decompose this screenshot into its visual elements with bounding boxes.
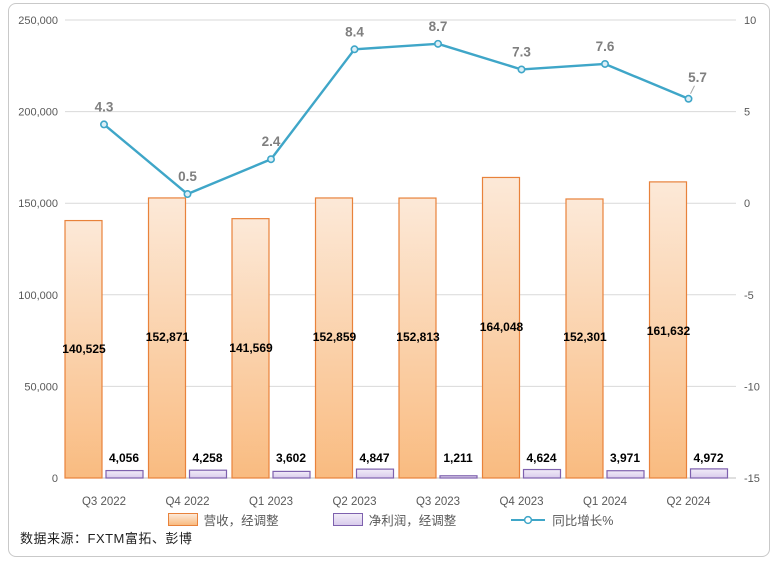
growth-value-label: 0.5: [178, 169, 197, 184]
profit-bar: [355, 468, 395, 479]
profit-bar: [105, 469, 144, 479]
revenue-value-label: 152,871: [146, 330, 190, 344]
profit-bar: [689, 468, 729, 479]
growth-marker: [100, 120, 109, 129]
profit-swatch-icon: [332, 513, 363, 526]
revenue-value-label: 164,048: [480, 320, 524, 334]
profit-bar: [188, 469, 228, 479]
growth-value-label: 8.7: [429, 19, 448, 34]
growth-line: [103, 42, 689, 196]
growth-marker: [433, 39, 442, 48]
x-axis-label: Q4 2022: [165, 496, 209, 508]
growth-marker: [517, 65, 526, 74]
legend-item-revenue: 营收，经调整: [167, 510, 279, 529]
combo-chart: 250,000 10 200,000 5 150,000 0 100,000 -5 50,000…: [18, 15, 760, 508]
y2-axis-tick-label: 5: [744, 107, 750, 119]
x-axis-label: Q2 2023: [332, 496, 376, 508]
profit-value-label: 4,847: [359, 451, 389, 465]
profit-value-label: 4,972: [693, 451, 723, 465]
y2-axis-tick-label: -15: [744, 473, 760, 485]
legend-label-growth: 同比增长%: [552, 514, 614, 528]
growth-value-label: 4.3: [95, 99, 114, 114]
profit-bar: [606, 470, 645, 479]
growth-value-label: 5.7: [688, 70, 707, 85]
revenue-bar: [481, 176, 521, 479]
growth-marker: [350, 45, 359, 54]
profit-value-label: 4,624: [526, 451, 556, 465]
profit-value-label: 4,258: [192, 451, 222, 465]
profit-bar: [272, 470, 311, 479]
label-leader-line: [690, 85, 695, 94]
profit-value-label: 4,056: [109, 451, 139, 465]
x-axis-label: Q1 2024: [583, 496, 628, 508]
growth-value-label: 8.4: [345, 24, 364, 39]
y-axis-tick-label: 200,000: [18, 107, 58, 119]
x-axis-label: Q4 2023: [499, 496, 543, 508]
revenue-swatch-icon: [167, 513, 198, 526]
chart-legend: 营收，经调整 净利润，经调整 同比增长%: [0, 510, 781, 529]
y-axis-tick-label: 150,000: [18, 198, 58, 210]
revenue-bar: [147, 197, 187, 479]
y2-axis-tick-label: -10: [744, 381, 760, 393]
x-axis-label: Q2 2024: [666, 496, 711, 508]
growth-marker: [684, 94, 693, 103]
y2-axis-tick-label: 10: [744, 15, 756, 27]
growth-marker: [183, 190, 192, 199]
x-axis-label: Q3 2023: [416, 496, 460, 508]
y-axis-tick-label: 250,000: [18, 15, 58, 27]
growth-value-label: 2.4: [262, 134, 281, 149]
y-axis-tick-label: 50,000: [24, 381, 58, 393]
revenue-bar: [64, 219, 103, 479]
revenue-value-label: 152,813: [396, 330, 440, 344]
profit-bar: [439, 475, 478, 479]
revenue-value-label: 152,859: [313, 330, 357, 344]
source-note: 数据来源：FXTM富拓、彭博: [20, 531, 193, 546]
y2-axis-tick-label: -5: [744, 290, 754, 302]
profit-value-label: 1,211: [443, 451, 473, 465]
revenue-value-label: 161,632: [647, 324, 691, 338]
revenue-bar: [398, 197, 437, 479]
revenue-bar: [565, 198, 604, 479]
growth-marker: [600, 59, 609, 68]
revenue-bar: [648, 181, 688, 479]
legend-label-revenue: 营收，经调整: [203, 514, 279, 528]
x-axis-label: Q3 2022: [82, 496, 126, 508]
profit-value-label: 3,602: [276, 451, 306, 465]
legend-item-growth: 同比增长%: [510, 510, 613, 529]
revenue-bar: [231, 218, 270, 479]
revenue-bar: [314, 197, 354, 479]
growth-marker: [266, 155, 275, 164]
y2-axis-tick-label: 0: [744, 198, 750, 210]
growth-line-icon: [511, 515, 546, 524]
revenue-value-label: 152,301: [563, 330, 607, 344]
legend-item-profit: 净利润，经调整: [332, 510, 457, 529]
y-axis-tick-label: 0: [52, 473, 58, 485]
x-axis-label: Q1 2023: [249, 496, 293, 508]
revenue-value-label: 141,569: [229, 341, 273, 355]
profit-bar: [522, 468, 562, 479]
profit-value-label: 3,971: [610, 451, 640, 465]
y-axis-tick-label: 100,000: [18, 290, 58, 302]
growth-value-label: 7.6: [596, 39, 615, 54]
revenue-value-label: 140,525: [62, 342, 106, 356]
legend-label-profit: 净利润，经调整: [368, 514, 457, 528]
growth-value-label: 7.3: [512, 44, 531, 59]
